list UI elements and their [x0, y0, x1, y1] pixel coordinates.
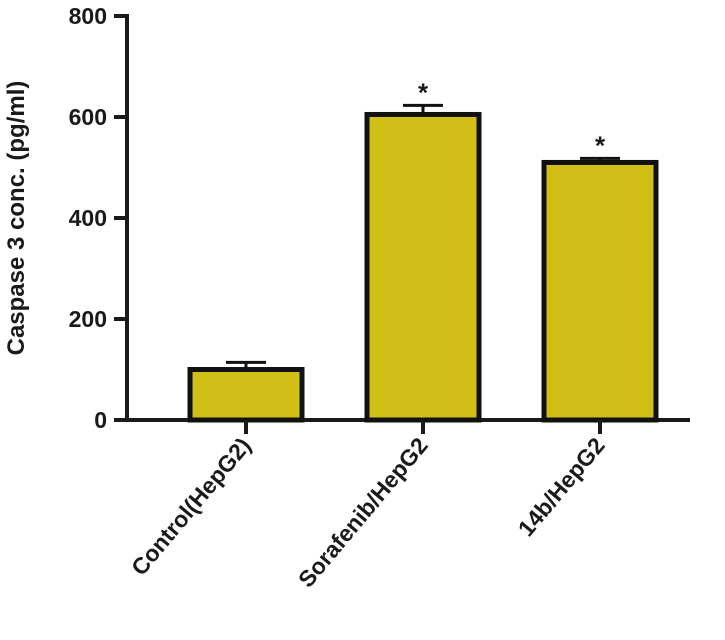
- y-tick-label: 400: [69, 205, 107, 231]
- bar: [187, 367, 305, 423]
- significance-label: *: [595, 130, 606, 160]
- y-axis-label: Caspase 3 conc. (pg/ml): [3, 81, 30, 356]
- y-tick-label: 600: [69, 104, 107, 130]
- significance-label: *: [418, 77, 429, 107]
- x-tick-label: Control(HepG2): [126, 433, 256, 581]
- x-tick-label: Sorafenib/HepG2: [293, 433, 433, 593]
- y-tick-label: 0: [94, 407, 107, 433]
- x-tick-label: 14b/HepG2: [513, 433, 610, 542]
- bar: [541, 159, 659, 423]
- y-tick-label: 200: [69, 306, 107, 332]
- y-tick-label: 800: [69, 3, 107, 29]
- bar: [364, 111, 482, 423]
